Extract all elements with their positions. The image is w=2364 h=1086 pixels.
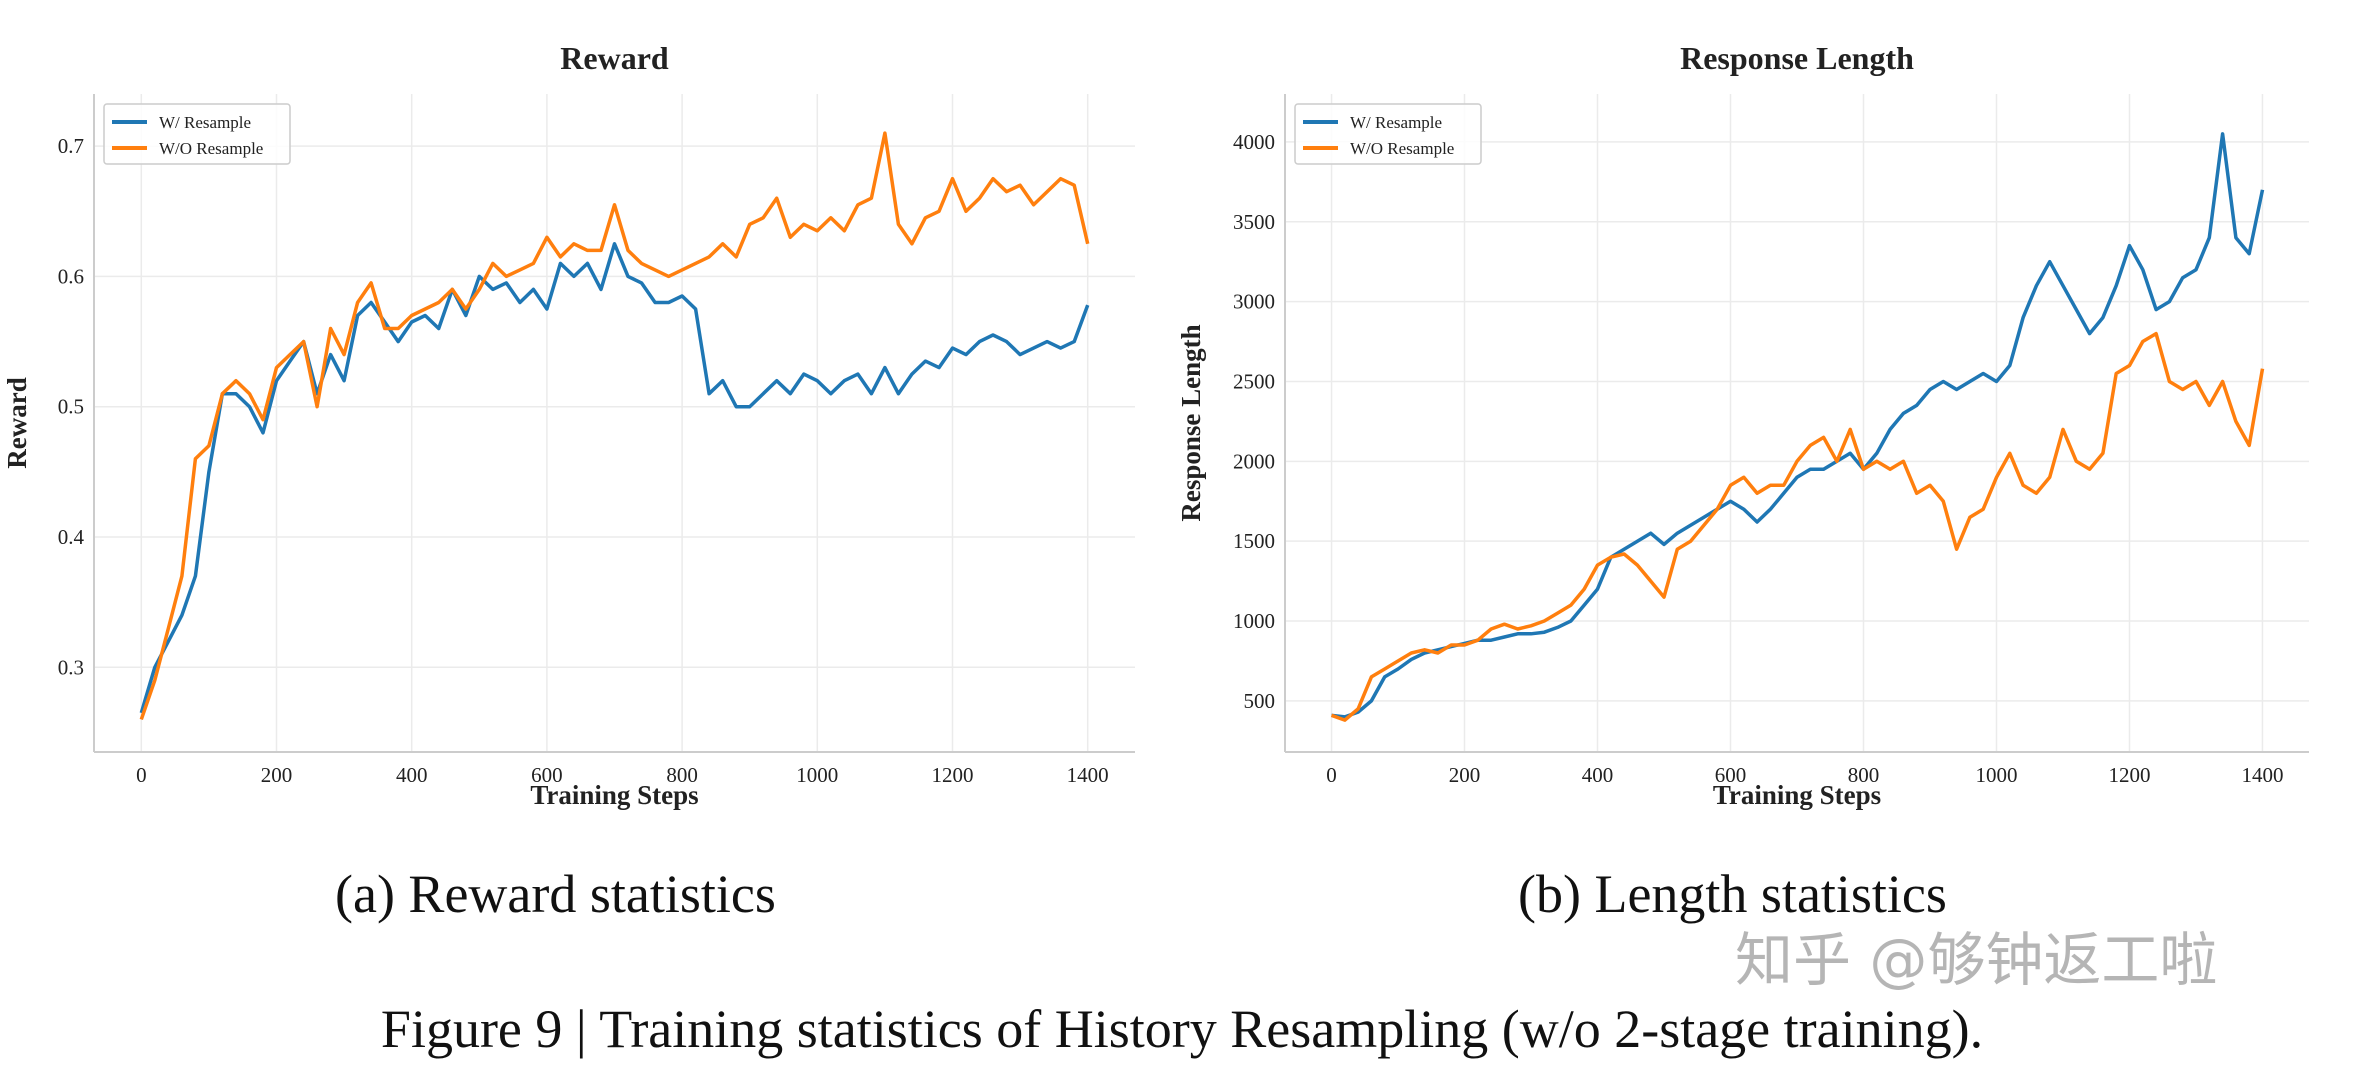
x-tick-label: 200 [261,763,293,787]
y-tick-label: 2500 [1233,369,1275,393]
y-axis-label: Reward [2,377,32,468]
y-tick-label: 0.3 [58,655,84,679]
figure-caption: Figure 9 | Training statistics of Histor… [380,999,1984,1059]
x-tick-label: 400 [396,763,428,787]
watermark: 知乎 @够钟返工啦 [1735,926,2218,994]
series-line-wo-resample [139,131,1090,720]
x-axis-label: Training Steps [530,780,698,810]
chart-title: Reward [560,40,669,76]
x-tick-label: 200 [1449,763,1481,787]
caption-b: (b) Length statistics [1518,864,1947,924]
x-tick-label: 800 [1848,763,1880,787]
x-tick-label: 600 [1715,763,1747,787]
x-tick-label: 400 [1582,763,1614,787]
series-line-w-resample [139,242,1090,714]
legend-label: W/ Resample [1350,113,1442,132]
y-tick-label: 0.5 [58,395,84,419]
y-axis-label: Response Length [1176,324,1206,521]
y-tick-label: 1000 [1233,609,1275,633]
x-tick-label: 1000 [796,763,838,787]
series-line-w-resample [1331,132,2265,719]
legend-label: W/O Resample [1350,139,1454,158]
y-tick-label: 3000 [1233,290,1275,314]
series-line-wo-resample [1330,331,2265,722]
x-tick-label: 0 [1326,763,1337,787]
legend [1294,103,1482,165]
x-tick-label: 1400 [2241,763,2283,787]
legend-label: W/O Resample [159,139,263,158]
legend [103,103,291,165]
caption-a: (a) Reward statistics [335,864,776,924]
x-tick-label: 600 [531,763,563,787]
y-tick-label: 500 [1244,689,1276,713]
chart-title: Response Length [1680,40,1914,76]
x-tick-label: 1400 [1067,763,1109,787]
y-tick-label: 0.4 [58,525,85,549]
x-axis-label: Training Steps [1713,780,1881,810]
y-tick-label: 4000 [1233,130,1275,154]
x-tick-label: 1200 [2108,763,2150,787]
legend-label: W/ Resample [159,113,251,132]
y-tick-label: 1500 [1233,529,1275,553]
y-tick-label: 0.7 [58,134,84,158]
x-tick-label: 800 [666,763,698,787]
x-tick-label: 0 [136,763,147,787]
y-tick-label: 3500 [1233,210,1275,234]
y-tick-label: 2000 [1233,449,1275,473]
x-tick-label: 1200 [931,763,973,787]
y-tick-label: 0.6 [58,264,84,288]
x-tick-label: 1000 [1975,763,2017,787]
